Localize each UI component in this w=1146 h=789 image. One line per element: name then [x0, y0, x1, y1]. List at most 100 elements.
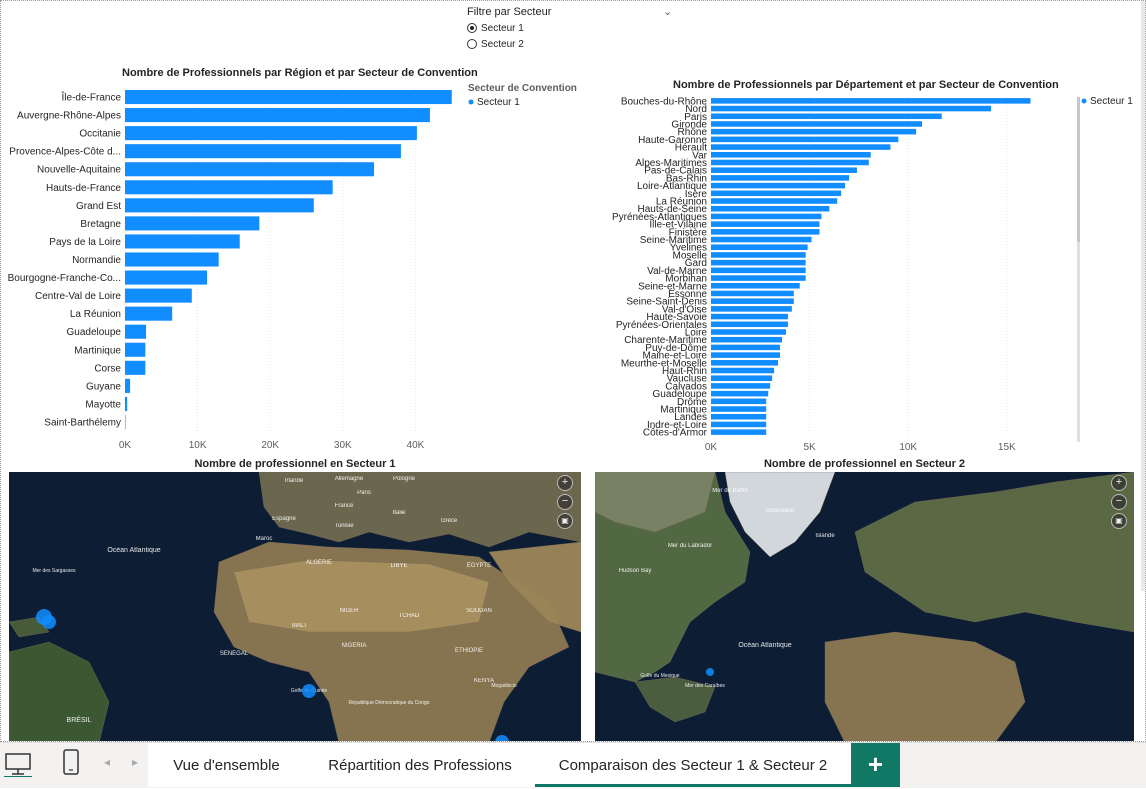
category-label: Nouvelle-Aquitaine: [37, 165, 121, 176]
bar: [711, 329, 786, 335]
chart-title: Nombre de Professionnels par Département…: [673, 79, 1059, 91]
legend-scrollbar-thumb: [1077, 97, 1080, 242]
category-label: Martinique: [74, 345, 121, 356]
radio-selected-icon[interactable]: [467, 23, 477, 33]
chevron-right-icon[interactable]: ▸: [132, 755, 139, 769]
bar: [125, 216, 260, 231]
bar: [711, 136, 899, 143]
category-label: Yvelines: [670, 243, 707, 254]
canvas-scrollbar[interactable]: [1141, 1, 1145, 591]
category-label: Gard: [685, 258, 707, 269]
map-secteur-2[interactable]: Mer de Baffin Groenland Islande Mer du Labr…: [595, 472, 1134, 741]
bar: [711, 159, 869, 166]
category-label: Ille-et-Vilaine: [649, 220, 707, 231]
category-label: Paris: [684, 112, 707, 123]
map-place-label: Allemagne: [335, 476, 364, 482]
category-label: Bouches-du-Rhône: [621, 96, 708, 107]
bar: [711, 144, 891, 150]
chevron-down-icon[interactable]: ⌄: [663, 6, 673, 18]
category-label: Isère: [685, 189, 708, 200]
category-label: Saint-Barthélemy: [44, 417, 121, 428]
zoom-in-icon[interactable]: +: [1111, 475, 1127, 491]
category-label: Centre-Val de Loire: [35, 291, 121, 302]
bar: [711, 390, 769, 397]
map-place-label: République Démocratique du Congo: [349, 700, 430, 706]
bar: [125, 252, 219, 267]
bar: [711, 190, 842, 197]
map-place-label: KENYA: [474, 678, 494, 684]
map-place-label: TCHAD: [399, 613, 420, 619]
slicer-option-secteur-1[interactable]: Secteur 1: [467, 21, 524, 35]
x-tick-label: 20K: [261, 440, 279, 451]
bar: [125, 324, 147, 339]
map-place-label: Tunisie: [334, 523, 354, 529]
bar: [711, 406, 767, 412]
bar: [125, 396, 128, 411]
category-label: La Réunion: [70, 309, 121, 320]
category-label: Haute-Garonne: [638, 135, 707, 146]
category-label: Val-d'Oise: [662, 304, 708, 315]
radio-unselected-icon[interactable]: [467, 39, 477, 49]
central-america-landmass: [634, 676, 716, 723]
legend-marker: [1081, 98, 1087, 104]
canada-arctic: [595, 472, 716, 533]
map-style-icon[interactable]: ▣: [1111, 513, 1127, 529]
map-data-point: [42, 615, 56, 629]
category-label: Pas-de-Calais: [644, 166, 707, 177]
slicer-option-label: Secteur 1: [481, 22, 524, 34]
desktop-icon[interactable]: [4, 751, 32, 777]
category-label: Pays de la Loire: [49, 237, 121, 248]
category-label: Nord: [685, 104, 707, 115]
add-page-button[interactable]: +: [851, 743, 900, 787]
map-place-label: Océan Atlantique: [107, 547, 160, 554]
category-label: Normandie: [72, 255, 121, 266]
zoom-out-icon[interactable]: −: [557, 494, 573, 510]
bar: [711, 244, 808, 251]
bar: [125, 126, 417, 141]
map2-title: Nombre de professionnel en Secteur 2: [763, 458, 966, 470]
region-bar-chart[interactable]: Nombre de Professionnels par Région et p…: [1, 61, 581, 456]
tab-vue-ensemble[interactable]: Vue d'ensemble: [148, 743, 306, 787]
slicer-option-label: Secteur 2: [481, 38, 524, 50]
category-label: Guyane: [86, 381, 121, 392]
x-tick-label: 30K: [334, 440, 352, 451]
map-place-label: LIBYE: [390, 563, 407, 569]
bar: [711, 121, 923, 127]
bar: [711, 298, 794, 304]
map-place-label: Paris: [357, 490, 371, 496]
map-place-label: Golfe du Mexique: [640, 673, 679, 679]
bar: [711, 229, 820, 235]
tab-repartition-professions[interactable]: Répartition des Professions: [305, 743, 536, 787]
x-tick-label: 10K: [899, 442, 917, 453]
map-style-icon[interactable]: ▣: [557, 513, 573, 529]
tab-comparaison-secteurs[interactable]: Comparaison des Secteur 1 & Secteur 2: [535, 743, 852, 787]
chevron-left-icon[interactable]: ◂: [104, 755, 111, 769]
bar: [125, 360, 146, 375]
map-place-label: Hudson Bay: [619, 568, 652, 574]
bar: [711, 336, 782, 343]
map-secteur-1[interactable]: Irlande Allemagne Pologne Paris France Italie…: [9, 472, 581, 741]
category-label: Meurthe-et-Moselle: [621, 358, 708, 369]
department-bar-chart[interactable]: Nombre de Professionnels par Département…: [591, 73, 1141, 456]
category-label: Charente-Maritime: [624, 335, 707, 346]
slicer-option-secteur-2[interactable]: Secteur 2: [467, 37, 524, 51]
phone-icon[interactable]: [62, 749, 80, 777]
category-label: Landes: [674, 412, 707, 423]
category-label: Loire-Atlantique: [637, 181, 707, 192]
eurasia-landmass: [854, 472, 1134, 633]
category-label: Calvados: [665, 381, 707, 392]
zoom-in-icon[interactable]: +: [557, 475, 573, 491]
zoom-out-icon[interactable]: −: [1111, 494, 1127, 510]
map-place-label: Islande: [815, 533, 835, 539]
bar: [711, 128, 917, 135]
bar: [711, 213, 822, 220]
bar: [711, 352, 781, 358]
x-tick-label: 0K: [705, 442, 718, 453]
page-tab-bar: ◂ ▸ Vue d'ensemble Répartition des Profe…: [0, 742, 1146, 788]
map-place-label: Grèce: [441, 518, 458, 524]
sector-slicer: Filtre par Secteur ⌄ Secteur 1 Secteur 2: [467, 5, 677, 55]
category-label: Val-de-Marne: [647, 266, 707, 277]
bar: [125, 89, 452, 105]
category-label: Var: [692, 150, 707, 161]
category-label: Pyrénées-Atlantiques: [612, 212, 707, 223]
